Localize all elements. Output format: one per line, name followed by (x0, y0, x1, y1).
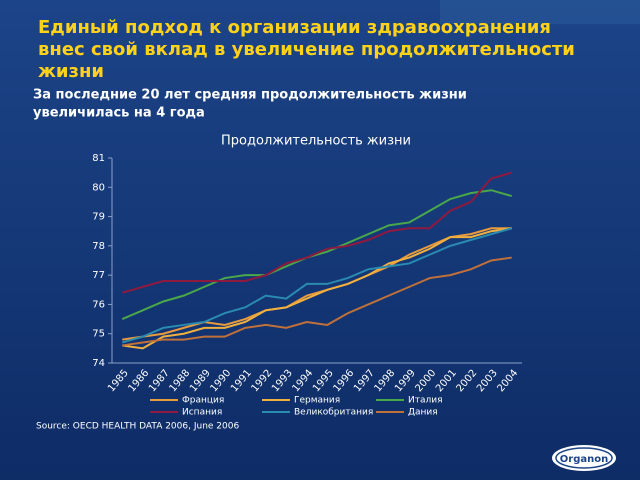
y-tick-label: 76 (92, 299, 105, 310)
y-tick-label: 79 (92, 212, 105, 223)
y-tick-label: 80 (92, 182, 105, 193)
y-tick-label: 78 (92, 241, 105, 252)
slide-title: Единый подход к организации здравоохране… (38, 17, 551, 38)
y-tick-label: 81 (92, 153, 105, 164)
series-line (122, 256, 512, 347)
legend-label: Германия (294, 396, 340, 406)
series-line (122, 227, 512, 350)
photo-strip (440, 0, 640, 24)
legend-label: Франция (182, 396, 224, 406)
series-line (121, 227, 513, 344)
y-tick-label: 77 (92, 270, 105, 281)
logo: Organon (560, 454, 608, 465)
legend-label: Дания (408, 408, 438, 418)
legend-label: Испания (182, 408, 222, 418)
legend-label: Италия (408, 396, 443, 406)
slide-subtitle: За последние 20 лет средняя продолжитель… (33, 88, 467, 103)
chart-title: Продолжительность жизни (221, 134, 411, 149)
y-tick-label: 75 (92, 329, 105, 340)
logo-badge (552, 445, 616, 471)
series-line (121, 171, 513, 294)
slide-title: внес свой вклад в увеличение продолжител… (38, 39, 575, 60)
logo-ring (555, 447, 613, 469)
y-tick-label: 74 (92, 358, 105, 369)
source: Source: OECD HEALTH DATA 2006, June 2006 (36, 422, 239, 432)
slide-subtitle: увеличилась на 4 года (33, 106, 205, 121)
slide-title: жизни (38, 61, 104, 82)
series-line (121, 189, 513, 320)
legend-label: Великобритания (294, 408, 373, 418)
